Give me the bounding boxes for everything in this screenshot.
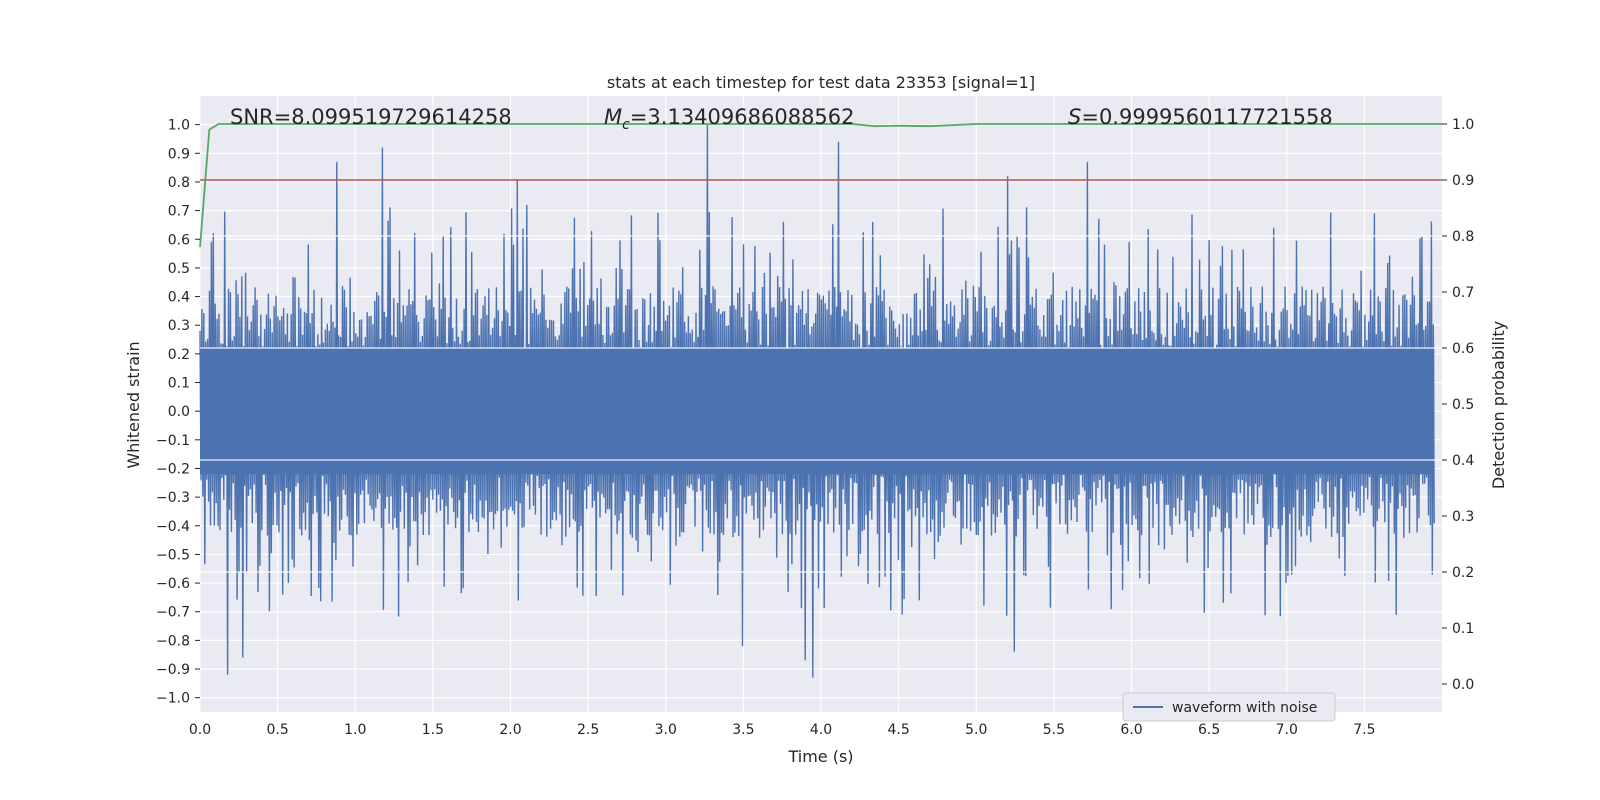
x-tick-label: 1.5 (422, 722, 444, 738)
y2-tick-label: 0.0 (1452, 677, 1474, 693)
waveform-series (199, 124, 1442, 678)
y-tick-label: −0.1 (156, 433, 190, 449)
chirp-mass-symbol: M (604, 105, 622, 129)
y-tick-label: 0.0 (168, 404, 190, 420)
y2-tick-label: 0.5 (1452, 397, 1474, 413)
y2-tick-label: 0.7 (1452, 285, 1474, 301)
x-tick-label: 7.0 (1276, 722, 1298, 738)
y2-tick-label: 0.4 (1452, 453, 1474, 469)
chirp-mass-subscript: c (622, 117, 630, 133)
y2-tick-label: 1.0 (1452, 117, 1474, 133)
y-tick-label: 0.7 (168, 204, 190, 220)
legend-box (1122, 692, 1336, 722)
y-tick-label: 0.1 (168, 376, 190, 392)
legend: waveform with noise (1122, 692, 1336, 722)
x-tick-label: 7.5 (1353, 722, 1375, 738)
waveform-line (199, 124, 1435, 678)
y-tick-label: 0.4 (168, 290, 190, 306)
y-tick-label: 0.8 (168, 175, 190, 191)
y-axis-right: 1.0 0.9 0.8 0.7 0.6 0.5 0.4 0.3 0.2 0.1 0.0 (1442, 117, 1474, 693)
x-tick-label: 0.0 (189, 722, 211, 738)
y-tick-label: 0.3 (168, 318, 190, 334)
y-tick-label: 1.0 (168, 118, 190, 134)
y-tick-label: 0.2 (168, 347, 190, 363)
x-axis: 0.0 0.5 1.0 1.5 2.0 2.5 3.0 3.5 4.0 4.5 5.0 5.5 6.0 6… (189, 722, 1376, 738)
x-tick-label: 3.5 (732, 722, 754, 738)
y-tick-label: 0.6 (168, 232, 190, 248)
x-tick-label: 6.5 (1198, 722, 1220, 738)
y-tick-label: −0.5 (156, 547, 190, 563)
y-tick-label: −0.8 (156, 633, 190, 649)
x-tick-label: 2.5 (577, 722, 599, 738)
y2-tick-label: 0.1 (1452, 621, 1474, 637)
chirp-mass-value: =3.13409686088562 (630, 105, 855, 129)
y-tick-label: 0.9 (168, 146, 190, 162)
x-tick-label: 1.0 (344, 722, 366, 738)
y-tick-label: 0.5 (168, 261, 190, 277)
x-tick-label: 5.0 (965, 722, 987, 738)
y2-tick-label: 0.3 (1452, 509, 1474, 525)
y-tick-label: −0.2 (156, 461, 190, 477)
y-tick-label: −0.3 (156, 490, 190, 506)
x-tick-label: 4.5 (887, 722, 909, 738)
x-tick-label: 5.5 (1043, 722, 1065, 738)
y2-tick-label: 0.2 (1452, 565, 1474, 581)
x-axis-label: Time (s) (787, 747, 853, 766)
x-tick-label: 0.5 (266, 722, 288, 738)
y2-axis-label: Detection probability (1489, 321, 1508, 489)
x-tick-label: 4.0 (810, 722, 832, 738)
y-tick-label: −0.4 (156, 519, 190, 535)
chirp-mass-annotation: Mc=3.13409686088562 (604, 105, 855, 133)
x-tick-label: 2.0 (499, 722, 521, 738)
y-tick-label: −0.7 (156, 605, 190, 621)
x-tick-label: 6.0 (1120, 722, 1142, 738)
y2-tick-label: 0.9 (1452, 173, 1474, 189)
chart-title: stats at each timestep for test data 233… (607, 73, 1035, 92)
y2-tick-label: 0.6 (1452, 341, 1474, 357)
score-symbol: S (1068, 105, 1081, 129)
legend-label: waveform with noise (1172, 700, 1317, 716)
y2-tick-label: 0.8 (1452, 229, 1474, 245)
y-tick-label: −0.6 (156, 576, 190, 592)
snr-annotation: SNR=8.099519729614258 (230, 105, 512, 129)
y-tick-label: −0.9 (156, 662, 190, 678)
score-annotation: S=0.9999560117721558 (1068, 105, 1333, 129)
y-tick-label: −1.0 (156, 691, 190, 707)
probability-line (199, 123, 1442, 248)
y-axis-left: 1.0 0.9 0.8 0.7 0.6 0.5 0.4 0.3 0.2 0.1 0.0 −0.1 −0.… (156, 118, 200, 707)
y-axis-label: Whitened strain (124, 341, 143, 468)
score-value: =0.9999560117721558 (1081, 105, 1332, 129)
probability-series (199, 123, 1442, 248)
x-tick-label: 3.0 (655, 722, 677, 738)
